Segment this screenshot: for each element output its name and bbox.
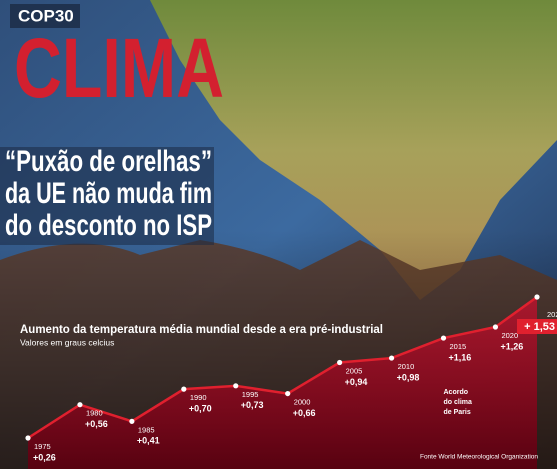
x-label: 1990 [190, 393, 207, 402]
point [534, 294, 540, 300]
headline-line: “Puxão de orelhas” [5, 145, 212, 178]
area [28, 297, 537, 469]
x-label: 2024 [547, 310, 557, 319]
chart-subtitle: Valores em graus celcius [20, 337, 114, 347]
x-label: 2005 [346, 366, 363, 375]
value-label: +0,26 [33, 452, 56, 462]
x-label: 1975 [34, 442, 51, 451]
x-label: 1985 [138, 425, 155, 434]
value-label: +0,56 [85, 419, 108, 429]
point [440, 335, 447, 341]
headline-line: da UE não muda fim [5, 177, 212, 210]
headline-bg [0, 147, 214, 245]
point [25, 435, 31, 441]
headline-line: do desconto no ISP [5, 209, 212, 242]
value-label: +0,70 [189, 404, 212, 414]
value-label: +1,26 [500, 341, 523, 351]
point [77, 402, 83, 408]
value-label: +0,41 [137, 436, 160, 446]
section: COP30 [18, 6, 74, 25]
point [181, 386, 187, 392]
x-label: 2020 [501, 331, 518, 340]
map-continent [150, 0, 557, 300]
point [492, 324, 499, 330]
point [388, 355, 395, 361]
x-label: 2015 [450, 342, 467, 351]
annotation: Acordo do clima de Paris [444, 389, 473, 416]
source: Fonte World Meteorological Organization [420, 454, 538, 461]
point [285, 390, 291, 397]
chart-title: Aumento da temperatura média mundial des… [20, 324, 383, 336]
value-label-bg [517, 319, 557, 334]
x-label: 2010 [398, 362, 415, 371]
value-label: +0,66 [293, 408, 316, 418]
value-label: + 1,53 [524, 321, 555, 333]
value-label: +1,16 [449, 352, 472, 362]
value-label: +0,73 [241, 400, 264, 410]
section-bg [10, 4, 80, 28]
value-label: +0,94 [345, 377, 368, 387]
point [129, 418, 135, 424]
point [337, 359, 343, 366]
point [233, 383, 239, 389]
x-label: 1980 [86, 409, 103, 418]
main-title: CLIMA [14, 21, 224, 115]
x-label: 1995 [242, 390, 259, 399]
x-label: 2000 [294, 398, 311, 407]
value-label: +0,98 [397, 372, 420, 382]
